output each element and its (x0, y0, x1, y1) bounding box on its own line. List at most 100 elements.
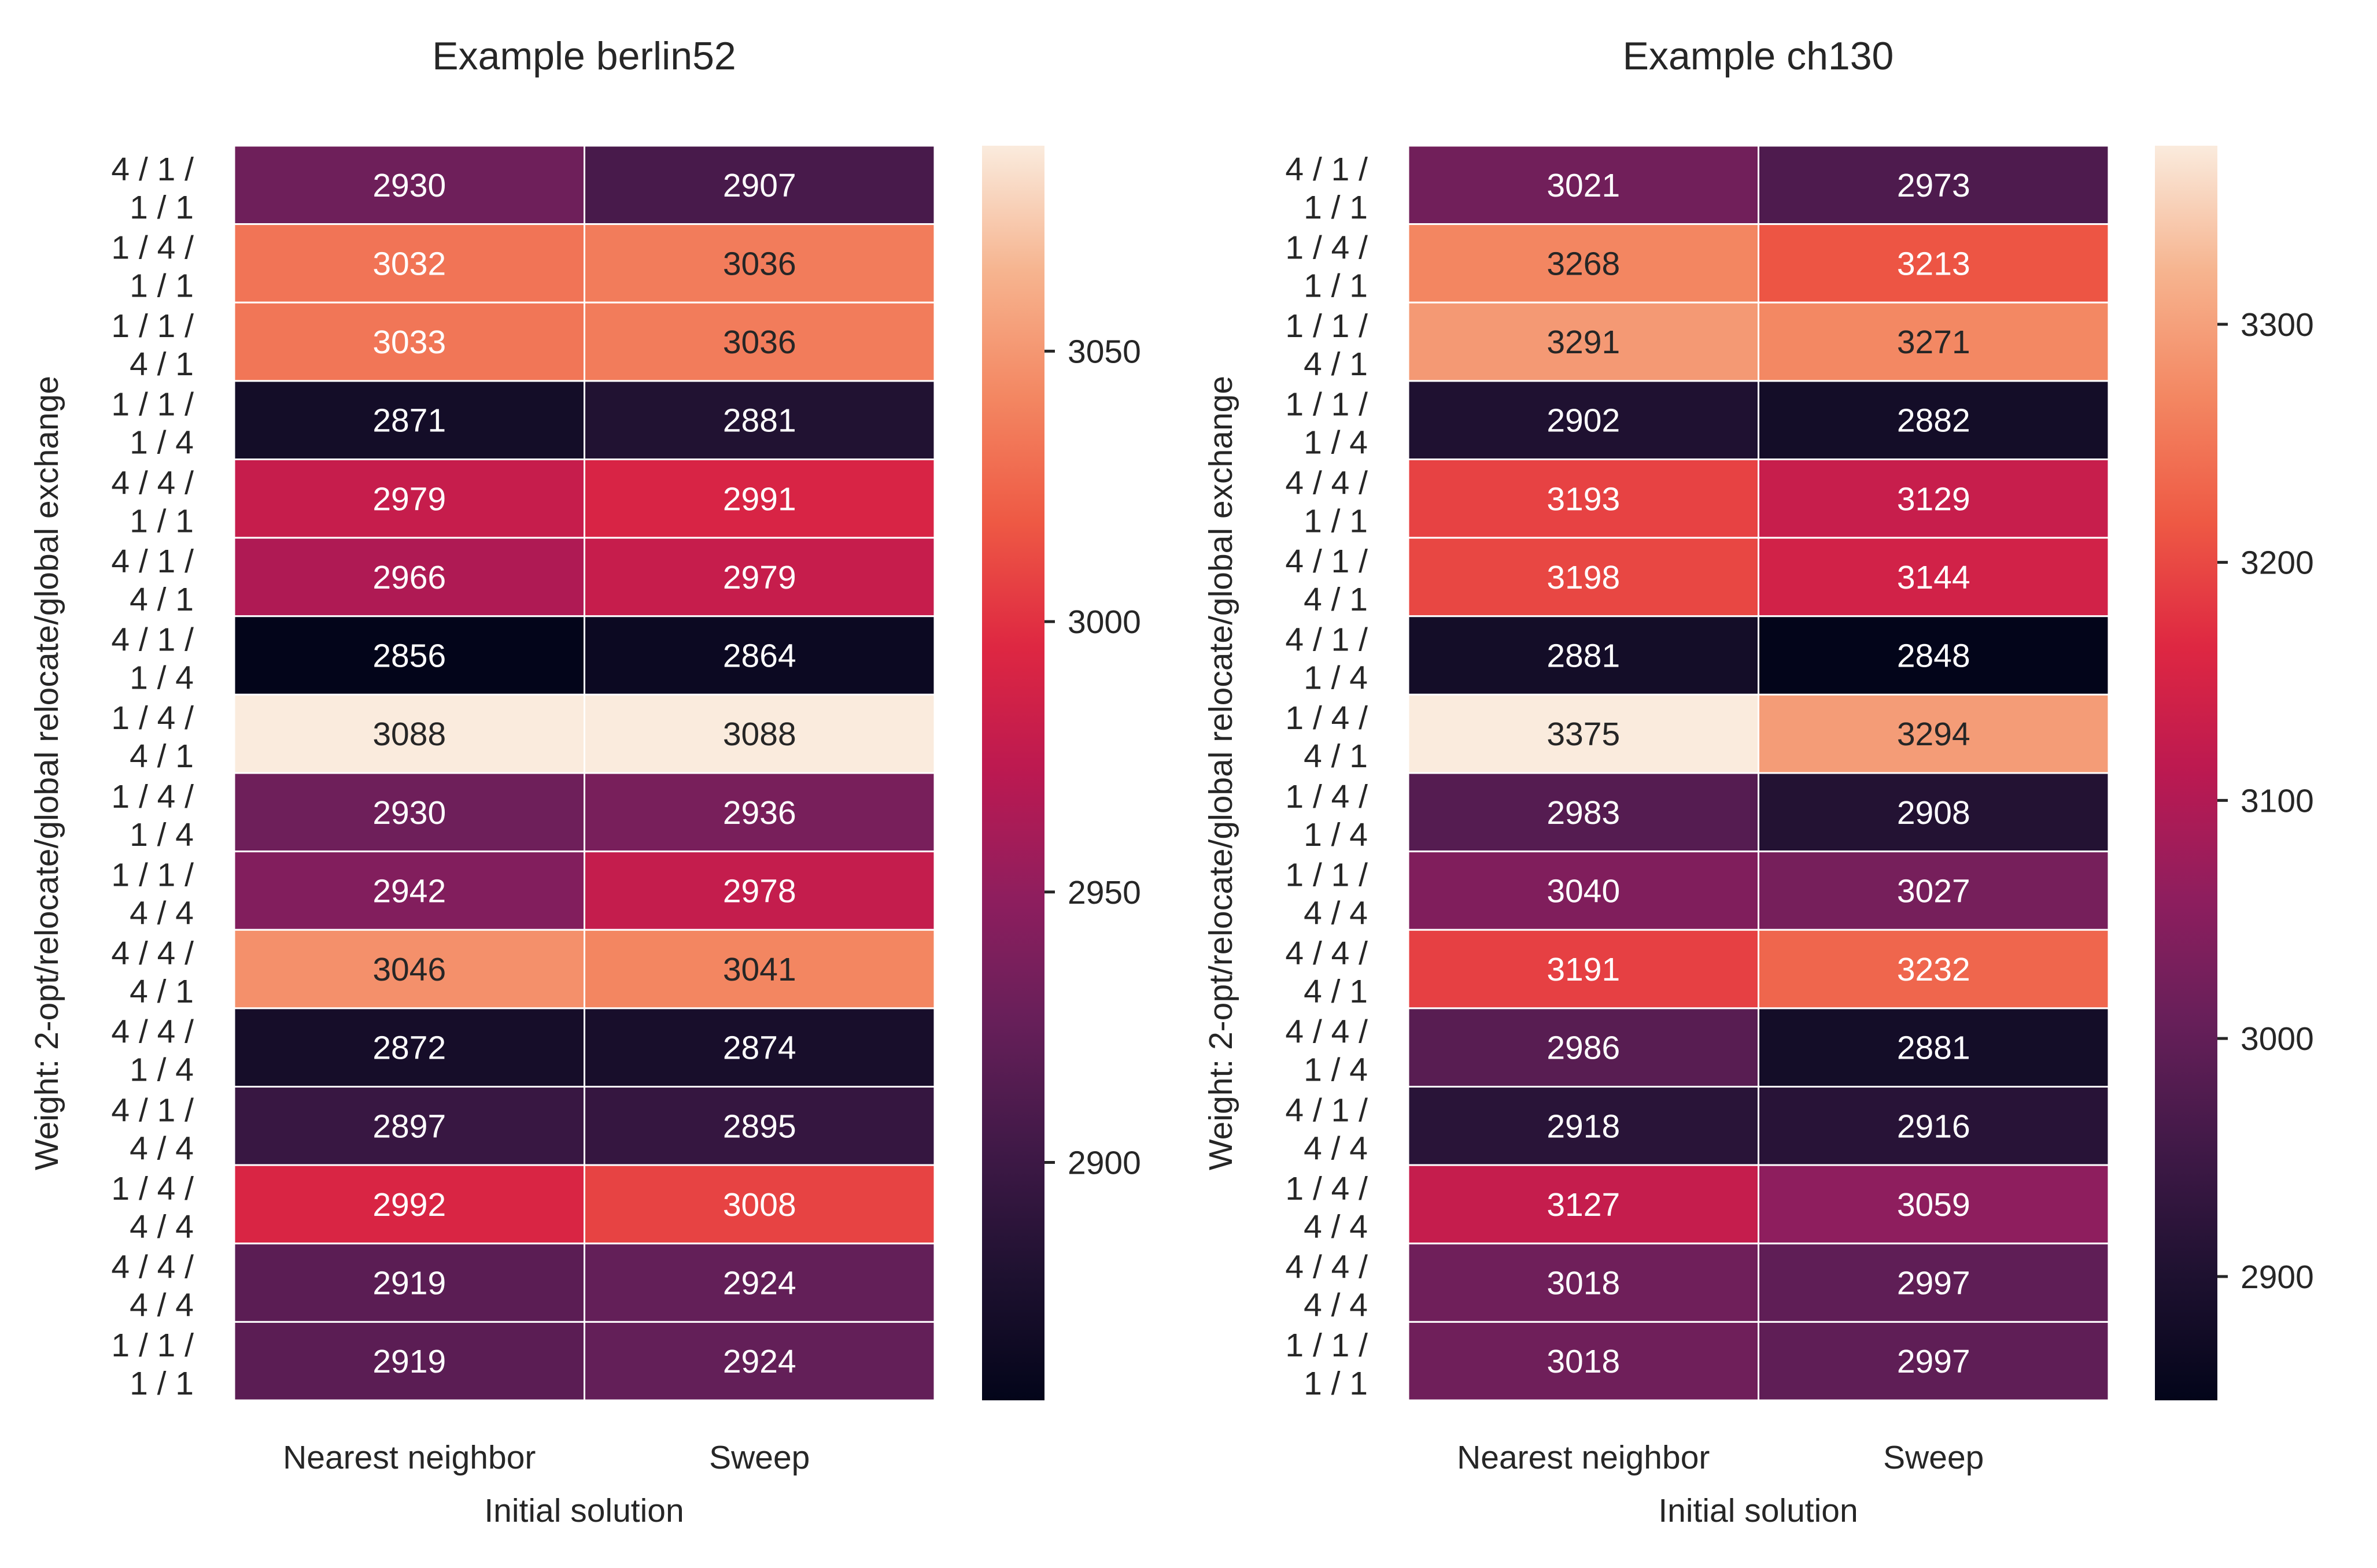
y-tick-label: 4 / 4 / (111, 1249, 194, 1286)
y-tick-label: 4 / 1 / (1285, 1092, 1368, 1129)
y-tick-label: 4 / 1 (130, 973, 194, 1010)
heatmap-cell (584, 615, 936, 696)
cell-value-label: 2973 (1897, 167, 1970, 204)
cell-value-label: 3291 (1546, 324, 1620, 361)
heatmap-cell (1407, 458, 1759, 539)
heatmap-cell (584, 693, 936, 774)
colorbar-tick-label: 3000 (1068, 604, 1141, 641)
cell-value-label: 3036 (723, 324, 796, 361)
cell-value-label: 3018 (1546, 1343, 1620, 1380)
y-tick-label: 4 / 4 / (111, 935, 194, 972)
heatmap-cell (1758, 380, 2110, 460)
y-tick-label: 4 / 4 (130, 894, 194, 931)
x-tick-label: Nearest neighbor (1457, 1439, 1710, 1476)
colorbar-tick-label: 3100 (2241, 782, 2314, 819)
heatmap-cell (1758, 929, 2110, 1009)
y-tick-label: 4 / 1 (130, 346, 194, 383)
heatmap-cell (233, 1164, 585, 1245)
cell-value-label: 2966 (372, 559, 446, 596)
cell-value-label: 3271 (1897, 324, 1970, 361)
y-tick-label: 1 / 1 / (1285, 308, 1368, 345)
cell-value-label: 2936 (723, 794, 796, 831)
cell-value-label: 2919 (372, 1343, 446, 1380)
cell-value-label: 3033 (372, 324, 446, 361)
y-tick-label: 4 / 4 (1304, 1287, 1368, 1324)
y-tick-label: 1 / 1 (130, 189, 194, 226)
heatmap-cell (584, 850, 936, 931)
y-tick-label: 1 / 4 / (1285, 229, 1368, 266)
cell-value-label: 3144 (1897, 559, 1970, 596)
y-tick-label: 4 / 1 / (111, 543, 194, 580)
cell-value-label: 2864 (723, 638, 796, 675)
cell-value-label: 3127 (1546, 1186, 1620, 1223)
heatmap-cell (1407, 1007, 1759, 1088)
heatmap-cell (584, 1007, 936, 1088)
y-tick-label: 4 / 4 / (1285, 1249, 1368, 1286)
heatmap-panel: Example berlin52 2930 2907 3032 3036 3033 3036… (28, 34, 1141, 1529)
colorbar-tick-label: 3050 (1068, 333, 1141, 370)
y-tick-label: 4 / 1 / (1285, 151, 1368, 188)
cell-value-label: 2897 (372, 1108, 446, 1145)
cell-value-label: 3198 (1546, 559, 1620, 596)
y-tick-label: 4 / 1 / (1285, 622, 1368, 659)
x-tick-label: Nearest neighbor (283, 1439, 536, 1476)
y-tick-label: 4 / 1 (1304, 738, 1368, 775)
y-tick-label: 1 / 4 / (1285, 1170, 1368, 1207)
colorbar-tick-label: 2900 (2241, 1259, 2314, 1296)
cell-value-label: 3046 (372, 951, 446, 988)
heatmap-cell (1758, 850, 2110, 931)
y-tick-label: 4 / 1 (1304, 973, 1368, 1010)
heatmap-cell (233, 615, 585, 696)
y-tick-label: 1 / 4 (1304, 816, 1368, 853)
chart-panels: Example berlin52 2930 2907 3032 3036 3033 3036… (28, 34, 2314, 1529)
heatmap-cell (1407, 537, 1759, 617)
y-tick-label: 1 / 4 (130, 816, 194, 853)
y-tick-label: 1 / 4 / (111, 700, 194, 737)
colorbar-tick-label: 3300 (2241, 306, 2314, 343)
y-tick-label: 1 / 4 (1304, 1052, 1368, 1089)
y-tick-label: 4 / 1 (1304, 581, 1368, 618)
y-tick-label: 4 / 4 (130, 1130, 194, 1167)
heatmap-cell (584, 929, 936, 1009)
y-tick-label: 4 / 4 (130, 1287, 194, 1324)
cell-value-label: 3375 (1546, 716, 1620, 753)
y-axis-label: Weight: 2-opt/relocate/global relocate/g… (1202, 376, 1239, 1170)
heatmap-cell (1758, 1242, 2110, 1323)
cell-value-label: 2856 (372, 638, 446, 675)
y-tick-label: 1 / 1 (130, 502, 194, 539)
cell-value-label: 2848 (1897, 638, 1970, 675)
cell-value-label: 2881 (1897, 1030, 1970, 1067)
cell-value-label: 2997 (1897, 1343, 1970, 1380)
cell-value-label: 2881 (1546, 638, 1620, 675)
cell-value-label: 2983 (1546, 794, 1620, 831)
heatmap-cell (1407, 1321, 1759, 1401)
y-axis-label: Weight: 2-opt/relocate/global relocate/g… (28, 376, 65, 1170)
cell-value-label: 3018 (1546, 1265, 1620, 1302)
y-tick-label: 1 / 1 / (1285, 856, 1368, 893)
y-tick-label: 1 / 4 / (1285, 700, 1368, 737)
cell-value-label: 2872 (372, 1030, 446, 1067)
y-tick-label: 4 / 4 / (111, 1014, 194, 1051)
colorbar (2155, 146, 2217, 1400)
colorbar-tick-label: 3200 (2241, 545, 2314, 582)
y-tick-label: 4 / 1 / (111, 151, 194, 188)
heatmap-cell (1758, 537, 2110, 617)
heatmap-panel: Example ch130 3021 2973 3268 3213 3291 3271 290… (1202, 34, 2314, 1529)
colorbar-tick-label: 2900 (1068, 1144, 1141, 1181)
cell-value-label: 2907 (723, 167, 796, 204)
chart-title: Example ch130 (1623, 34, 1894, 78)
cell-value-label: 2924 (723, 1265, 796, 1302)
cell-value-label: 3041 (723, 951, 796, 988)
cell-value-label: 2997 (1897, 1265, 1970, 1302)
y-tick-label: 4 / 1 (1304, 346, 1368, 383)
heatmap-cell (1407, 929, 1759, 1009)
cell-value-label: 3088 (723, 716, 796, 753)
cell-value-label: 3008 (723, 1186, 796, 1223)
cell-value-label: 3129 (1897, 480, 1970, 517)
y-tick-label: 1 / 1 / (1285, 1327, 1368, 1364)
y-tick-label: 4 / 4 (1304, 894, 1368, 931)
heatmap-cell (1407, 145, 1759, 225)
cell-value-label: 2918 (1546, 1108, 1620, 1145)
heatmap-cell (1758, 693, 2110, 774)
y-tick-label: 1 / 4 / (1285, 778, 1368, 815)
